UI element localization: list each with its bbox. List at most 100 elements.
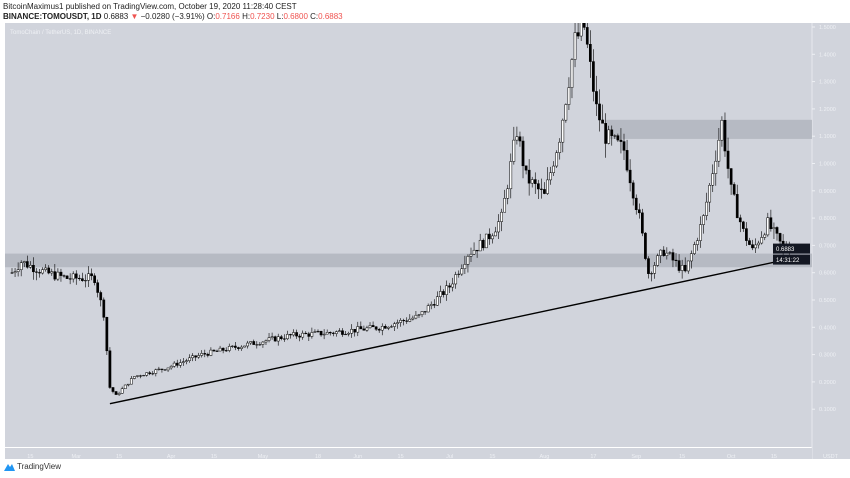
price-chart[interactable]: TomoChain / TetherUS, 1D, BINANCE USDT 1.5… [0, 23, 850, 459]
candle-down [32, 265, 35, 273]
candle-down [328, 332, 332, 334]
candle-up [142, 375, 145, 377]
y-tick-label: 0.6000 [819, 271, 836, 277]
candle-down [726, 150, 730, 169]
candle-up [497, 221, 500, 233]
candle-down [582, 23, 586, 28]
x-tick-label: 15 [398, 454, 404, 459]
candle-down [10, 272, 14, 274]
candle-down [114, 391, 118, 395]
candle-down [65, 275, 69, 279]
y-tick-label: 1.4000 [819, 52, 836, 58]
x-tick-label: Oct [727, 454, 736, 459]
candle-up [172, 362, 176, 367]
candle-up [22, 261, 26, 263]
candle-down [423, 311, 427, 313]
candle-up [44, 267, 48, 270]
y-tick-label: 0.3000 [819, 353, 836, 359]
candle-up [185, 360, 188, 362]
candle-up [310, 332, 314, 337]
candle-up [255, 344, 259, 346]
candle-up [365, 327, 369, 331]
candle-down [647, 258, 650, 274]
close-value: 0.6883 [318, 12, 343, 21]
candle-down [616, 135, 620, 141]
candle-up [494, 231, 497, 237]
candle-down [475, 249, 479, 252]
candle-down [628, 169, 632, 184]
candle-down [374, 326, 378, 330]
candle-up [292, 332, 295, 336]
candle-down [625, 150, 629, 171]
candle-up [325, 332, 329, 335]
candle-up [267, 337, 271, 341]
y-tick-label: 0.4000 [819, 325, 836, 331]
candle-up [347, 333, 350, 335]
candle-down [748, 240, 751, 245]
candle-down [62, 275, 66, 277]
tradingview-logo[interactable]: TradingView [4, 462, 61, 471]
candle-down [108, 350, 112, 388]
candle-down [576, 32, 580, 37]
candle-up [708, 185, 712, 203]
candle-up [567, 87, 571, 105]
open-value: 0.7166 [215, 12, 240, 21]
candle-down [729, 168, 733, 185]
currency-label: USDT [823, 454, 839, 459]
candle-down [47, 267, 51, 274]
candle-up [301, 332, 305, 338]
candle-down [221, 347, 225, 351]
candle-down [631, 182, 635, 199]
x-tick-label: 15 [489, 454, 495, 459]
candle-down [674, 259, 678, 261]
candle-up [133, 376, 136, 379]
candle-up [157, 368, 161, 371]
x-tick-label: 15 [679, 454, 685, 459]
x-tick-label: 18 [315, 454, 321, 459]
candle-up [50, 271, 54, 274]
candle-up [29, 265, 32, 268]
candle-up [197, 355, 201, 358]
candle-down [279, 336, 283, 339]
candle-up [399, 319, 402, 323]
candle-up [720, 119, 724, 141]
candle-down [59, 271, 63, 276]
candle-up [218, 347, 222, 352]
candle-up [463, 264, 467, 269]
candle-up [191, 355, 194, 359]
candle-up [429, 304, 433, 306]
candle-down [362, 328, 366, 331]
candle-up [387, 326, 390, 329]
candle-up [368, 325, 372, 329]
candle-up [445, 285, 448, 295]
candle-up [686, 260, 690, 272]
candle-down [289, 334, 292, 336]
candle-down [353, 329, 357, 333]
candle-down [377, 329, 381, 331]
candle-up [705, 201, 708, 216]
candle-down [634, 197, 638, 210]
low-label: L: [276, 12, 284, 21]
y-tick-label: 0.7000 [819, 243, 836, 249]
candle-down [234, 345, 237, 348]
candle-down [751, 244, 754, 249]
candle-down [521, 140, 525, 167]
candle-down [319, 330, 323, 336]
candle-down [741, 221, 745, 229]
candle-down [341, 330, 344, 335]
candle-up [420, 311, 424, 315]
y-tick-label: 0.5000 [819, 298, 836, 304]
candle-up [472, 249, 476, 255]
candle-down [99, 292, 103, 301]
candle-up [491, 235, 494, 240]
candle-up [665, 252, 669, 256]
candle-up [512, 139, 516, 162]
candle-up [71, 273, 75, 280]
candle-up [766, 217, 770, 236]
candle-up [693, 244, 696, 254]
candle-up [469, 253, 473, 257]
y-tick-label: 0.9000 [819, 189, 836, 195]
candle-up [717, 139, 721, 162]
candle-up [451, 283, 454, 288]
candle-down [527, 169, 531, 184]
